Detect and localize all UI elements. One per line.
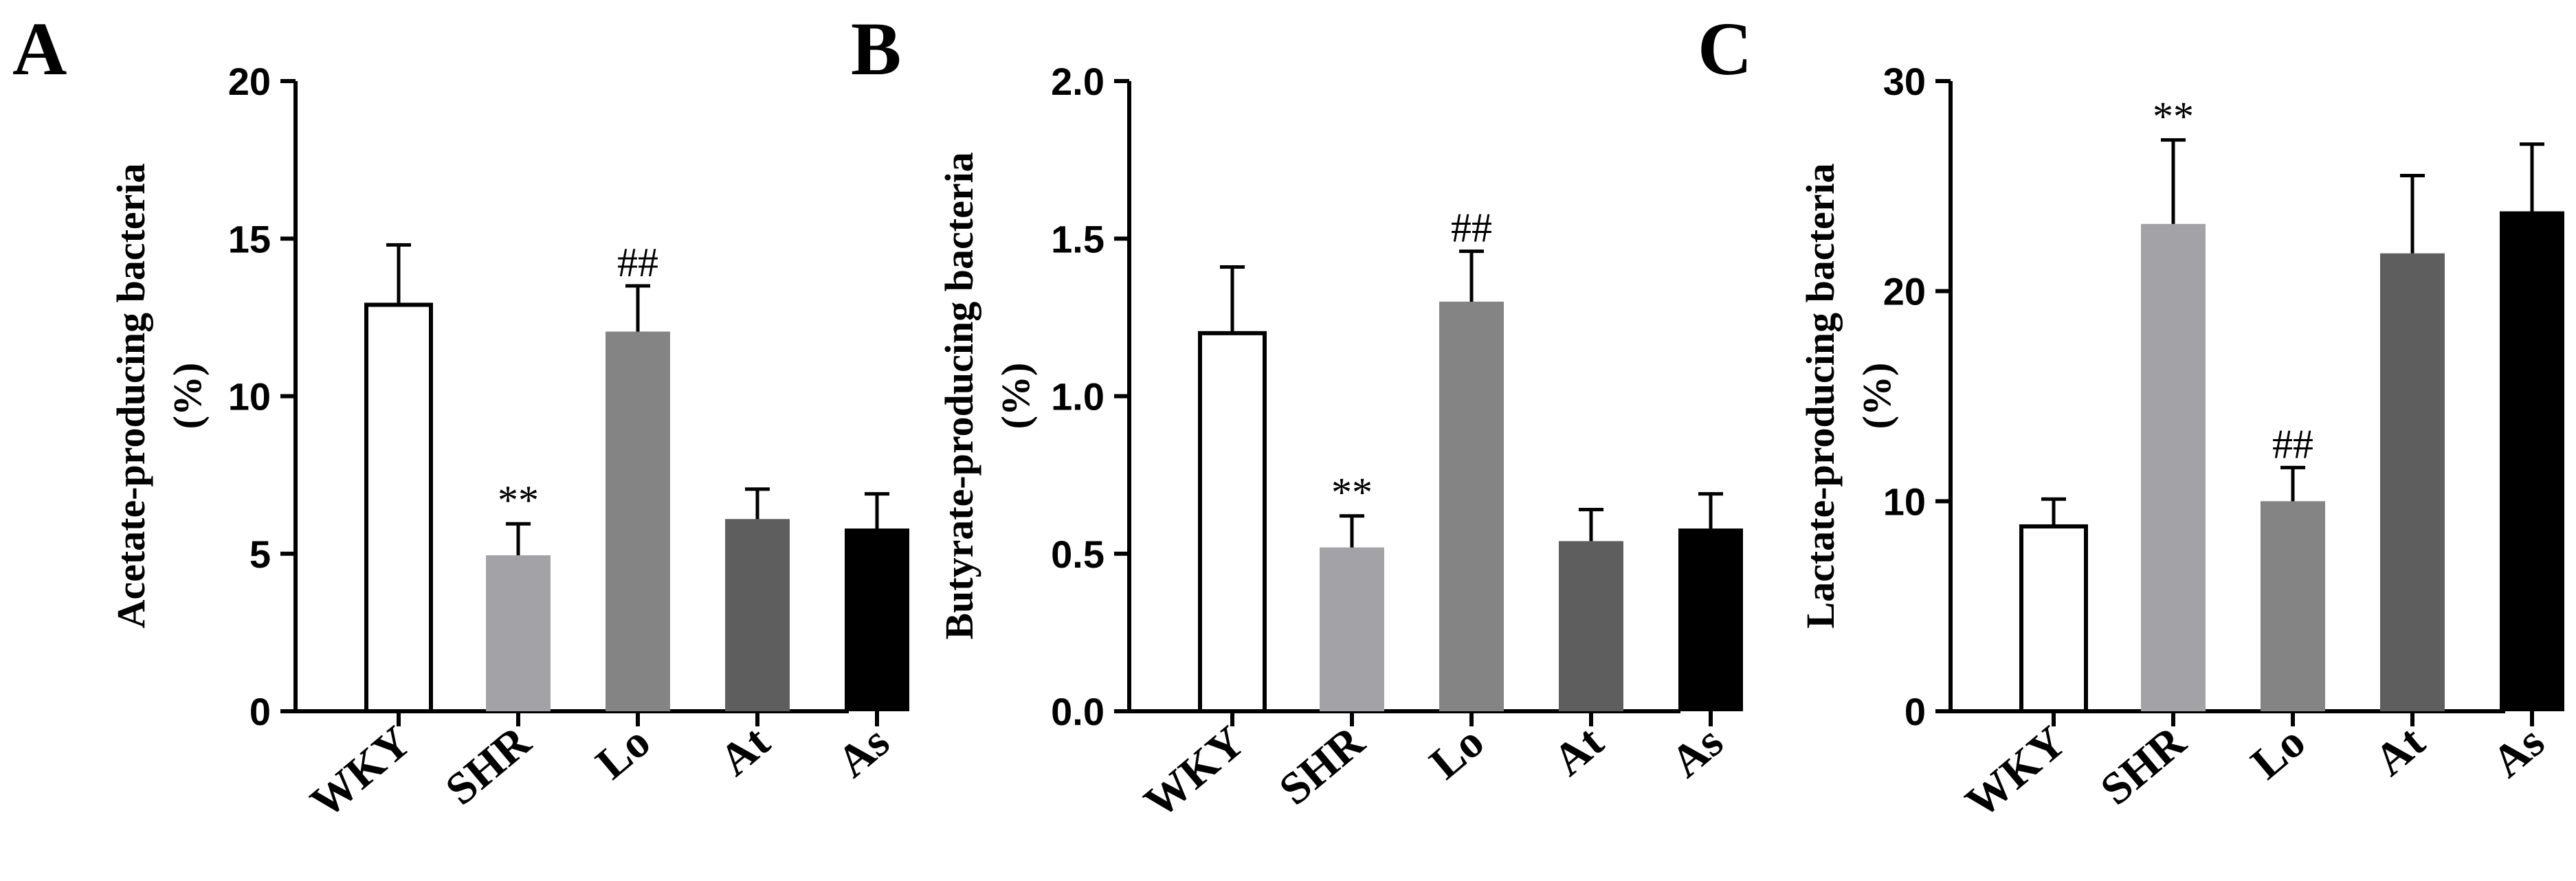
bar-lo [606, 331, 670, 711]
y-tick-label: 10 [1883, 480, 1926, 523]
y-tick-label: 0.0 [1051, 690, 1104, 733]
x-tick-label: SHR [1270, 716, 1375, 815]
bar-at [725, 519, 790, 711]
x-tick-label: At [2365, 717, 2434, 786]
y-tick-label: 10 [228, 375, 271, 419]
y-tick-label: 30 [1883, 60, 1926, 103]
x-tick-label: As [2483, 717, 2554, 788]
bar-at [2380, 253, 2445, 711]
bar-lo [2261, 501, 2325, 711]
x-tick-label: WKY [301, 717, 420, 828]
x-tick-label: As [1662, 717, 1733, 788]
bars: ** ## [364, 240, 909, 714]
bars: ** ## [1198, 205, 1743, 713]
significance-marker: ## [617, 240, 658, 285]
y-axis-label: Butyrate-producing bacteria [937, 152, 981, 639]
y-tick-label: 0.5 [1051, 533, 1104, 576]
x-tick-label: WKY [1956, 717, 2075, 828]
bar-as [845, 528, 909, 711]
bar-as [1678, 528, 1743, 711]
significance-marker: ** [2153, 94, 2194, 140]
y-tick-label: 1.5 [1051, 217, 1104, 260]
x-tick-label: Lo [2242, 717, 2315, 789]
bar-wky [2019, 524, 2088, 713]
panel-letter: B [851, 7, 901, 91]
bar-at [1559, 541, 1623, 711]
y-tick-label: 20 [228, 60, 271, 103]
y-tick-label: 0 [1905, 690, 1926, 733]
significance-marker: ## [1451, 205, 1492, 251]
y-axis-label: Acetate-producing bacteria [109, 163, 153, 628]
y-axis-label-unit: (%) [165, 363, 210, 430]
bar-shr [2141, 223, 2206, 711]
y-ticks: 0.0 0.5 1.0 1.5 2.0 [1051, 60, 1129, 733]
panel-b: B Butyrate-producing bacteria (%) ** ## 0… [851, 7, 1743, 828]
x-tick-label: Lo [587, 717, 660, 789]
x-tick-labels: WKY SHR Lo At As [1135, 711, 1733, 828]
bar-as [2500, 211, 2564, 712]
y-axis-label-unit: (%) [993, 363, 1038, 430]
y-axis-label: Lactate-producing bacteria [1798, 163, 1843, 628]
x-tick-labels: WKY SHR Lo At As [301, 711, 899, 828]
x-tick-label: As [828, 717, 899, 788]
significance-marker: ** [498, 478, 539, 523]
y-tick-label: 5 [249, 533, 271, 576]
x-tick-label: WKY [1135, 717, 1254, 828]
y-tick-label: 0 [249, 690, 271, 733]
y-ticks: 0 10 20 30 [1883, 60, 1951, 733]
panel-letter: A [12, 7, 67, 91]
x-tick-label: At [1544, 717, 1612, 786]
panel-letter: C [1698, 7, 1752, 91]
bar-lo [1439, 301, 1504, 711]
y-tick-label: 2.0 [1051, 60, 1104, 103]
significance-marker: ** [1331, 470, 1373, 515]
y-axis-label-unit: (%) [1854, 363, 1899, 430]
x-tick-label: SHR [2091, 716, 2196, 815]
y-tick-label: 1.0 [1051, 375, 1104, 419]
x-tick-label: Lo [1421, 717, 1494, 789]
significance-marker: ## [2272, 421, 2313, 467]
bar-wky [1198, 331, 1267, 713]
x-tick-labels: WKY SHR Lo At As [1956, 711, 2554, 828]
bars: ** ## [2019, 94, 2564, 713]
y-ticks: 0 5 10 15 20 [228, 60, 296, 733]
bar-wky [364, 302, 433, 714]
y-tick-label: 20 [1883, 270, 1926, 313]
x-tick-label: SHR [436, 716, 541, 815]
x-tick-label: At [710, 717, 779, 786]
panel-c: C Lactate-producing bacteria (%) ** ## 0 1… [1698, 7, 2564, 828]
bar-shr [486, 555, 551, 711]
bar-shr [1320, 547, 1384, 711]
panel-a: A Acetate-producing bacteria (%) ** ## 0 5… [12, 7, 909, 828]
y-tick-label: 15 [228, 217, 271, 260]
